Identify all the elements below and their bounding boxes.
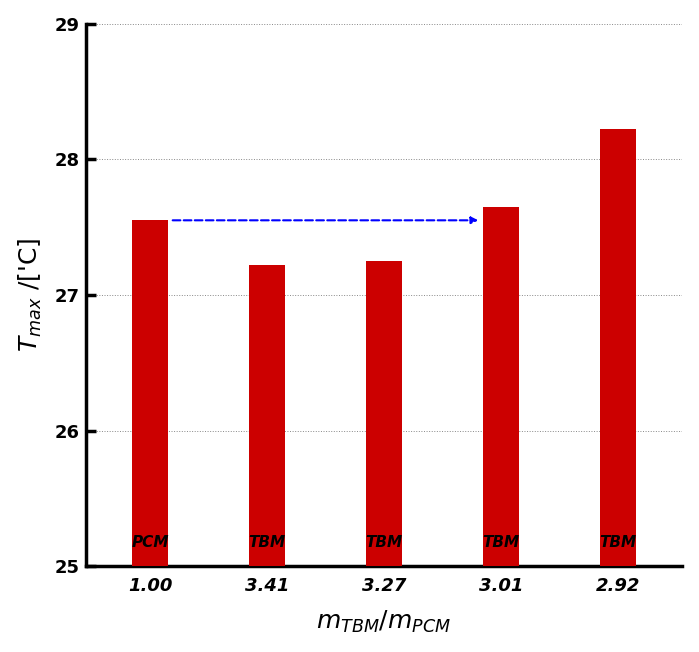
Bar — [484, 207, 519, 566]
Text: TBM: TBM — [600, 535, 637, 550]
Text: TBM: TBM — [366, 535, 403, 550]
Text: TBM: TBM — [482, 535, 519, 550]
Bar — [132, 220, 168, 566]
Text: PCM: PCM — [131, 535, 168, 550]
Y-axis label: $\mathit{T_{max}}$ /['C]: $\mathit{T_{max}}$ /['C] — [17, 238, 44, 352]
Bar — [366, 261, 401, 566]
X-axis label: $\mathit{m_{TBM}/m_{PCM}}$: $\mathit{m_{TBM}/m_{PCM}}$ — [317, 609, 452, 635]
Text: TBM: TBM — [248, 535, 286, 550]
Bar — [250, 265, 284, 566]
Bar — [600, 130, 635, 566]
